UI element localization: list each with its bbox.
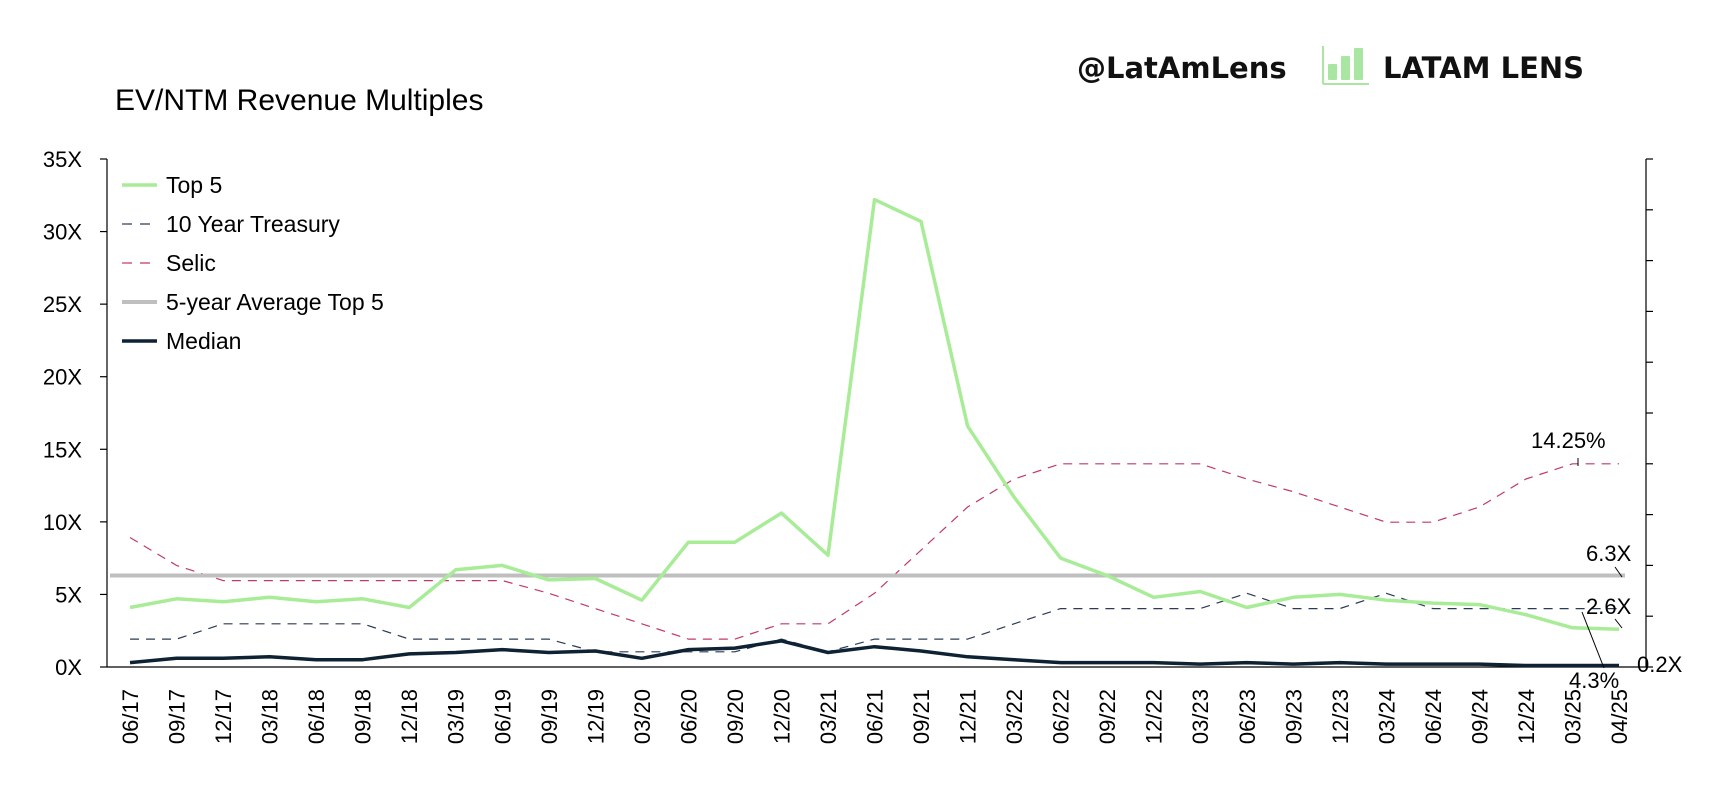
annotation-label: 0.2X <box>1637 652 1683 677</box>
y-tick-label: 35X <box>43 147 82 172</box>
left-axis: 0X 5X 10X 15X 20X 25X 30X 35X <box>43 147 108 680</box>
x-tick-label: 06/19 <box>490 689 515 744</box>
series-line-median <box>129 639 1619 668</box>
x-axis: 06/17 09/17 12/17 03/18 06/18 09/18 12/18 03/19… <box>107 666 1646 744</box>
latam-lens-logo-icon <box>1322 46 1369 85</box>
x-tick-label: 09/20 <box>723 689 748 744</box>
x-tick-label: 03/23 <box>1188 689 1213 744</box>
x-tick-label: 12/24 <box>1514 689 1539 744</box>
x-tick-label: 12/22 <box>1142 689 1167 744</box>
series-line-10-year-treasury <box>130 592 1619 653</box>
annotation-label: 6.3X <box>1586 541 1632 566</box>
annotation-label: 2.6X <box>1586 594 1632 619</box>
x-tick-label: 06/22 <box>1049 689 1074 744</box>
y-tick-label: 10X <box>43 510 82 535</box>
x-tick-label: 06/23 <box>1235 689 1260 744</box>
y-tick-label: 0X <box>55 655 82 680</box>
y-tick-label: 15X <box>43 437 82 462</box>
annotation-leader <box>1614 566 1623 578</box>
x-tick-label: 12/17 <box>211 689 236 744</box>
logo-bar-2 <box>1341 56 1350 80</box>
x-tick-label: 09/21 <box>909 689 934 744</box>
legend-label: 10 Year Treasury <box>166 211 340 237</box>
x-tick-label: 06/20 <box>676 689 701 744</box>
x-tick-label: 06/18 <box>304 689 329 744</box>
series-line-top-5 <box>129 197 1620 632</box>
annotation-label: 4.3% <box>1569 668 1619 693</box>
y-tick-label: 20X <box>43 365 82 390</box>
legend-label: Median <box>166 328 241 354</box>
annotation-label: 14.25% <box>1531 428 1606 453</box>
legend-label: Top 5 <box>166 172 222 198</box>
legend-label: Selic <box>166 250 216 276</box>
legend: Top 5 10 Year Treasury Selic 5-year Average… <box>122 172 384 354</box>
x-tick-label: 03/18 <box>258 689 283 744</box>
annotation-leader <box>1614 618 1623 629</box>
x-tick-label: 09/19 <box>537 689 562 744</box>
legend-label: 5-year Average Top 5 <box>166 289 384 315</box>
x-tick-label: 06/21 <box>863 689 888 744</box>
y-tick-label: 25X <box>43 292 82 317</box>
x-tick-label: 12/20 <box>769 689 794 744</box>
x-tick-label: 03/22 <box>1002 689 1027 744</box>
series-layer <box>110 197 1625 668</box>
x-tick-label: 03/19 <box>444 689 469 744</box>
x-tick-label: 03/21 <box>816 689 841 744</box>
y-tick-label: 5X <box>55 582 82 607</box>
x-tick-label: 12/23 <box>1328 689 1353 744</box>
logo-bar-1 <box>1328 64 1337 80</box>
x-tick-label: 09/22 <box>1095 689 1120 744</box>
x-tick-label: 09/24 <box>1467 689 1492 744</box>
chart-title: EV/NTM Revenue Multiples <box>115 84 483 117</box>
x-tick-label: 09/23 <box>1281 689 1306 744</box>
x-tick-label: 12/19 <box>583 689 608 744</box>
logo-bar-3 <box>1354 48 1363 80</box>
annotation-layer: 14.25% 6.3X 2.6X 4.3% 0.2X <box>1531 428 1683 693</box>
x-tick-label: 03/24 <box>1374 689 1399 744</box>
x-tick-label: 06/24 <box>1421 689 1446 744</box>
brand-handle: @LatAmLens <box>1077 51 1287 85</box>
x-tick-label: 09/17 <box>165 689 190 744</box>
series-line-selic <box>129 463 1619 640</box>
x-tick-label: 03/25 <box>1560 689 1585 744</box>
y-tick-label: 30X <box>43 220 82 245</box>
x-tick-label: 06/17 <box>118 689 143 744</box>
right-axis <box>1645 158 1653 668</box>
x-tick-label: 12/18 <box>397 689 422 744</box>
annotation-leader <box>1581 611 1605 669</box>
x-tick-label: 09/18 <box>351 689 376 744</box>
x-tick-label: 12/21 <box>956 689 981 744</box>
x-tick-label: 03/20 <box>630 689 655 744</box>
brand-name: LATAM LENS <box>1383 51 1584 85</box>
x-tick-label: 04/25 <box>1607 689 1632 744</box>
